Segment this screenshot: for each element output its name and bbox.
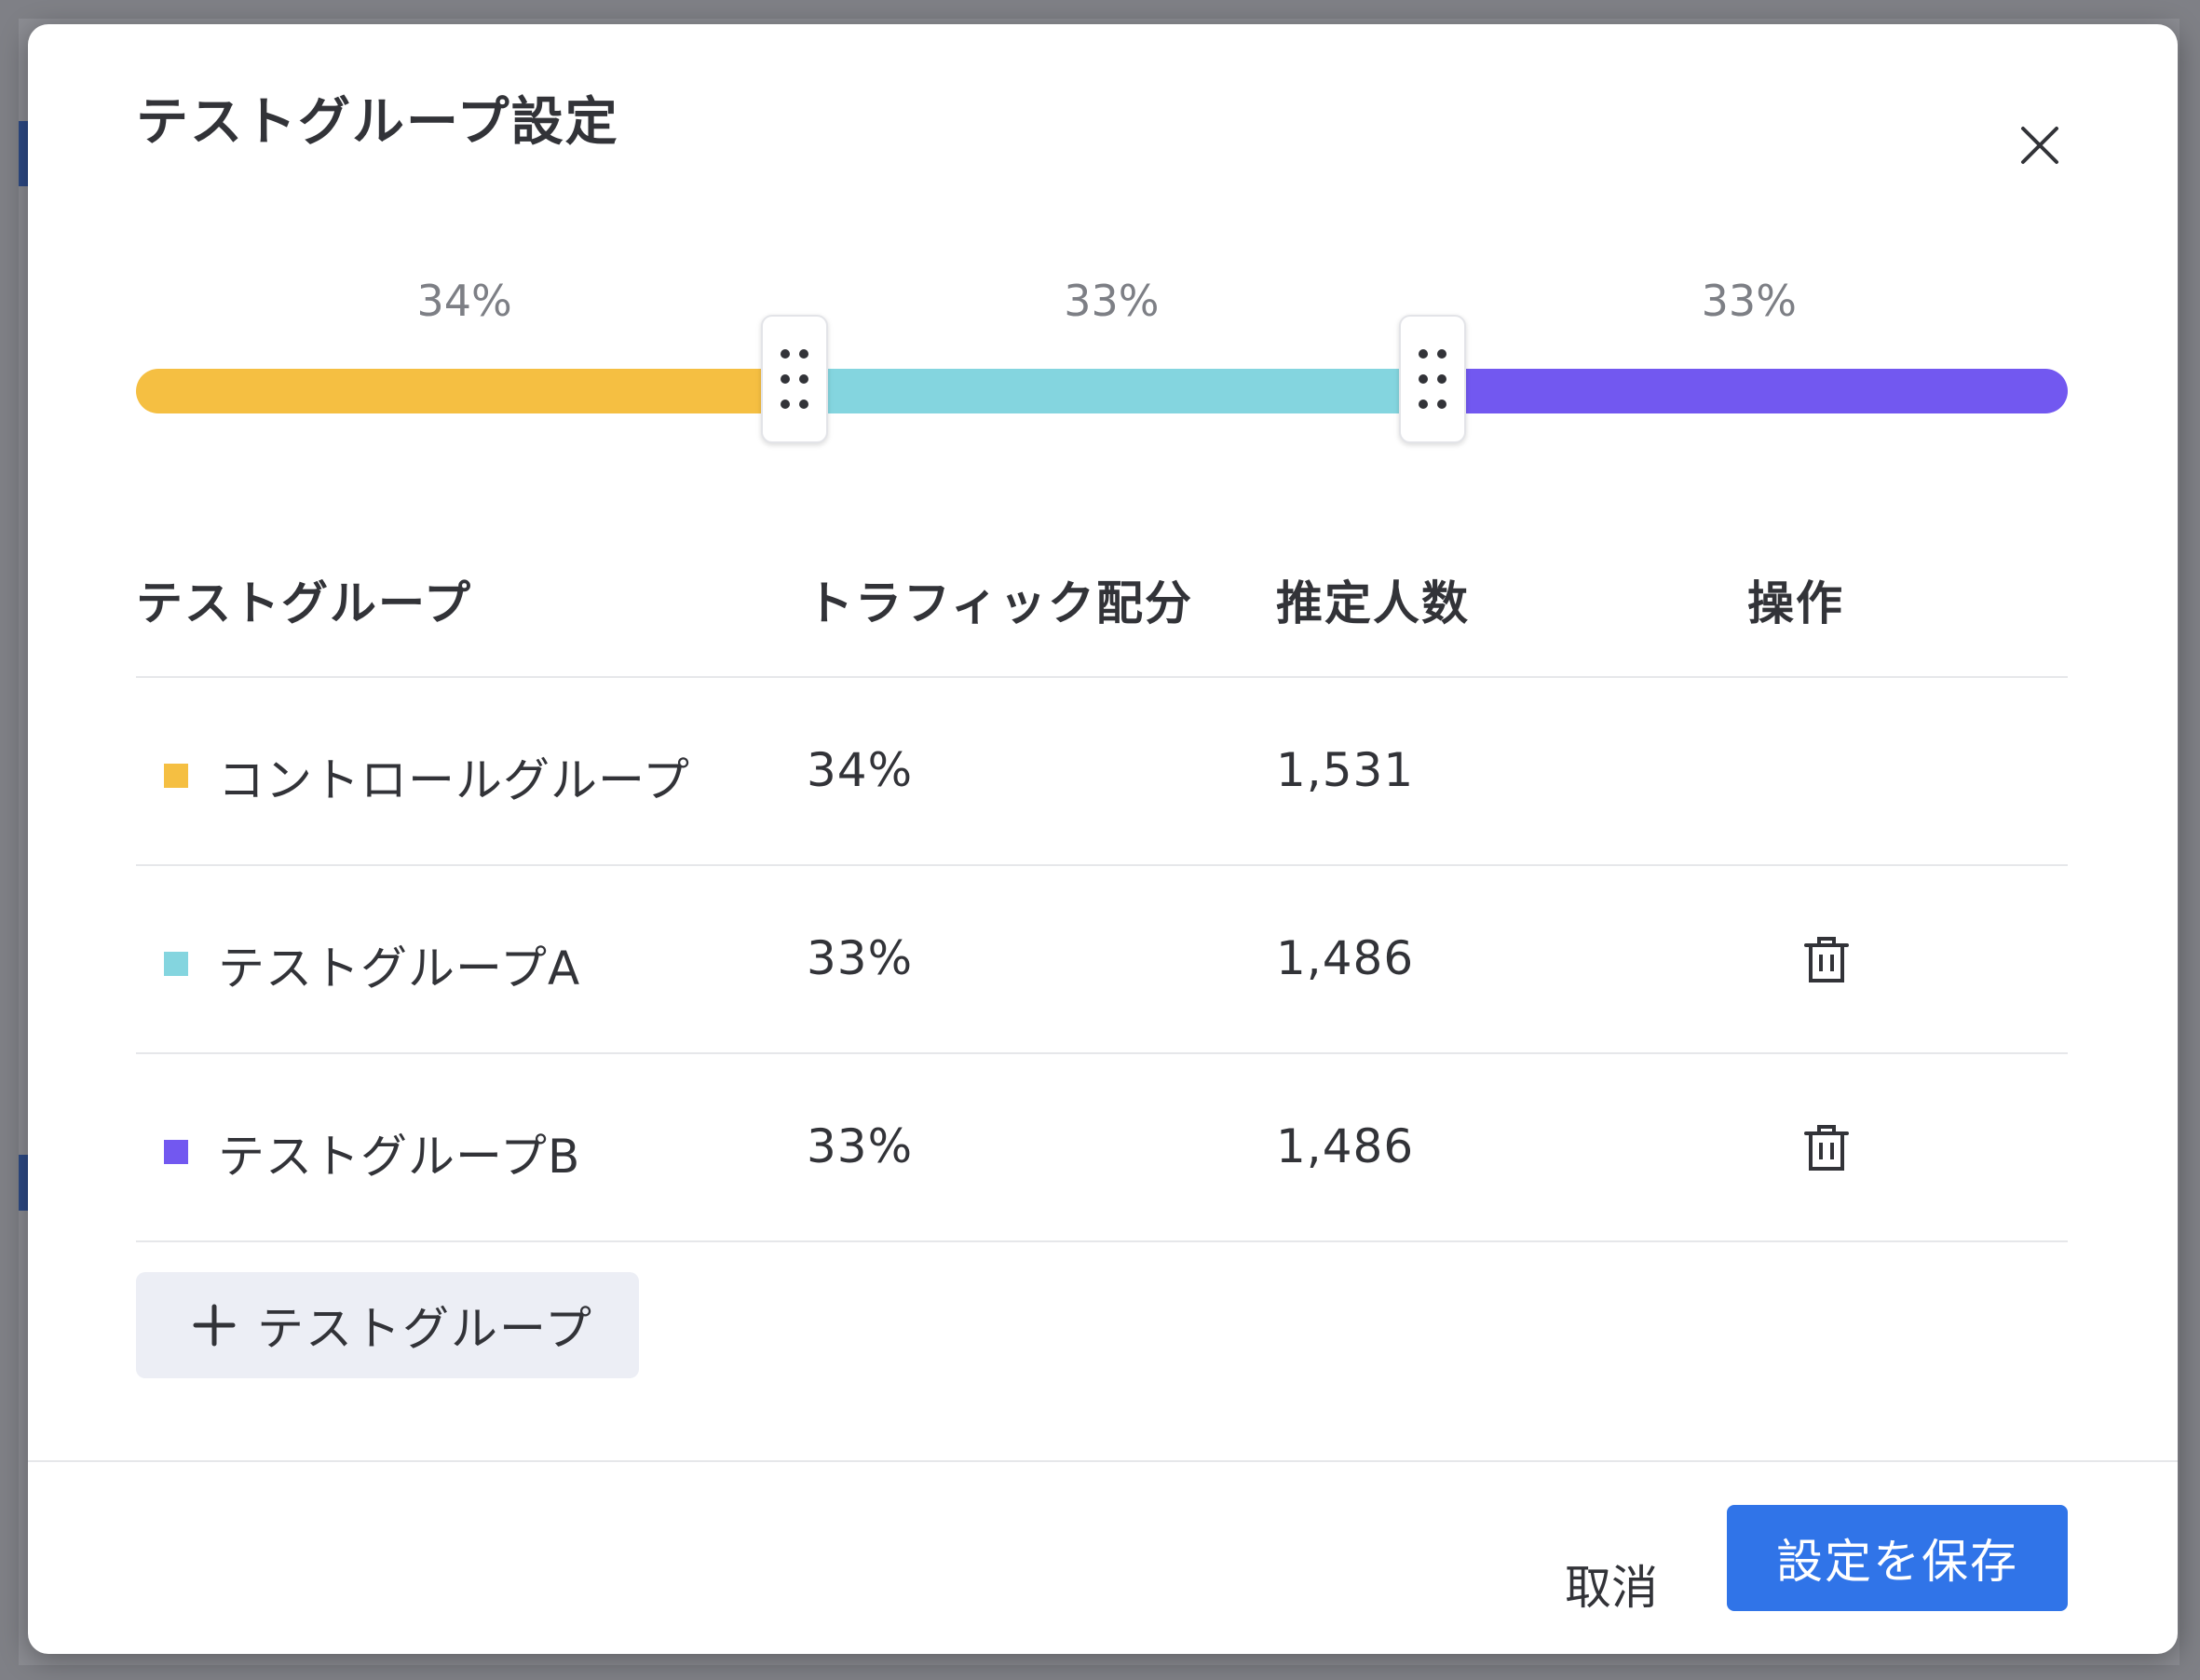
estimate-value: 1,486 (1276, 1119, 1415, 1173)
segment-percent-label: 33% (1064, 276, 1160, 326)
slider-segment-control (136, 369, 794, 413)
column-header-traffic: トラフィック配分 (807, 576, 1193, 630)
slider-drag-handle[interactable] (761, 315, 829, 443)
traffic-value: 34% (807, 743, 914, 797)
save-settings-button[interactable]: 設定を保存 (1727, 1505, 2068, 1611)
close-button[interactable] (2003, 108, 2077, 183)
test-group-table: テストグループ トラフィック配分 推定人数 操作 コントロールグループ 34% … (136, 527, 2068, 1242)
test-group-settings-dialog: テストグループ設定 34% 33% 33% テストグループ (28, 24, 2178, 1654)
add-test-group-button[interactable]: テストグループ (136, 1272, 639, 1378)
group-name: テストグループB (218, 1130, 581, 1184)
drag-dots-icon (781, 349, 809, 409)
group-color-swatch (164, 1140, 188, 1164)
group-color-swatch (164, 952, 188, 976)
segment-percent-label: 34% (416, 276, 512, 326)
add-test-group-label: テストグループ (257, 1302, 593, 1356)
table-row: テストグループB 33% 1,486 (136, 1054, 2068, 1242)
group-name: テストグループA (218, 942, 581, 996)
group-color-swatch (164, 764, 188, 788)
delete-group-button[interactable] (1794, 928, 1859, 993)
column-header-actions: 操作 (1747, 576, 1844, 630)
trash-icon (1804, 1125, 1849, 1171)
table-header: テストグループ トラフィック配分 推定人数 操作 (136, 527, 2068, 678)
column-header-group: テストグループ (136, 576, 472, 630)
slider-drag-handle[interactable] (1398, 315, 1466, 443)
traffic-value: 33% (807, 931, 914, 985)
split-slider-labels: 34% 33% 33% (136, 276, 2068, 332)
table-row: コントロールグループ 34% 1,531 (136, 678, 2068, 866)
background-nav-accent (19, 1155, 28, 1211)
background-nav-accent (19, 121, 28, 186)
delete-group-button[interactable] (1794, 1116, 1859, 1181)
slider-segment-group-b (1430, 369, 2068, 413)
cancel-button[interactable]: 取消 (1565, 1561, 1658, 1615)
slider-segment-group-a (793, 369, 1431, 413)
traffic-value: 33% (807, 1119, 914, 1173)
traffic-split-slider[interactable] (136, 369, 2068, 413)
footer-divider (28, 1460, 2178, 1462)
column-header-estimate: 推定人数 (1276, 576, 1470, 630)
segment-percent-label: 33% (1701, 276, 1797, 326)
drag-dots-icon (1418, 349, 1446, 409)
trash-icon (1804, 937, 1849, 982)
plus-icon (192, 1303, 237, 1348)
table-row: テストグループA 33% 1,486 (136, 866, 2068, 1054)
close-icon (2021, 127, 2058, 164)
group-name: コントロールグループ (218, 753, 690, 807)
dialog-title: テストグループ設定 (136, 92, 619, 153)
estimate-value: 1,531 (1276, 743, 1415, 797)
estimate-value: 1,486 (1276, 931, 1415, 985)
